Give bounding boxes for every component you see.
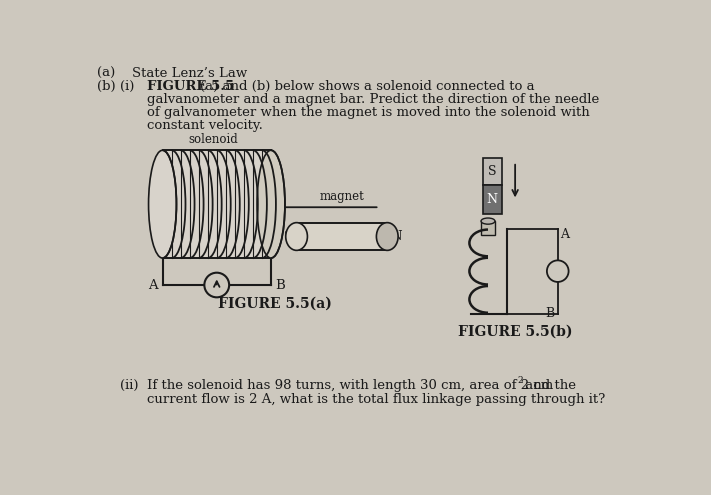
Bar [481, 221, 495, 235]
Bar [483, 158, 502, 185]
Text: (b): (b) [97, 80, 115, 93]
Text: FIGURE 5.5: FIGURE 5.5 [147, 80, 234, 93]
Text: current flow is 2 A, what is the total flux linkage passing through it?: current flow is 2 A, what is the total f… [147, 393, 605, 406]
Circle shape [547, 260, 569, 282]
Ellipse shape [481, 218, 495, 224]
Text: State Lenz’s Law: State Lenz’s Law [132, 67, 247, 80]
Text: of galvanometer when the magnet is moved into the solenoid with: of galvanometer when the magnet is moved… [147, 106, 589, 119]
Ellipse shape [149, 150, 176, 258]
Text: B: B [545, 307, 555, 320]
Text: (i): (i) [120, 80, 134, 93]
Bar [483, 185, 502, 214]
Ellipse shape [257, 150, 285, 258]
Text: 2: 2 [518, 376, 523, 385]
Text: FIGURE 5.5(b): FIGURE 5.5(b) [458, 325, 572, 339]
Text: (a): (a) [97, 67, 115, 80]
Ellipse shape [286, 223, 307, 250]
Ellipse shape [376, 223, 398, 250]
Text: constant velocity.: constant velocity. [147, 119, 263, 133]
Text: magnet: magnet [319, 191, 364, 203]
Bar [296, 223, 387, 250]
Text: (ii): (ii) [120, 379, 139, 392]
Text: B: B [275, 279, 284, 292]
Text: A: A [560, 229, 569, 242]
Text: A: A [554, 266, 562, 276]
Text: galvanometer and a magnet bar. Predict the direction of the needle: galvanometer and a magnet bar. Predict t… [147, 93, 599, 106]
Bar [163, 150, 271, 258]
Circle shape [204, 273, 229, 297]
Text: solenoid: solenoid [188, 134, 237, 147]
Text: N: N [390, 230, 402, 243]
Text: and the: and the [521, 379, 577, 392]
Text: FIGURE 5.5(a): FIGURE 5.5(a) [218, 297, 332, 310]
Text: If the solenoid has 98 turns, with length 30 cm, area of 2 cm: If the solenoid has 98 turns, with lengt… [147, 379, 553, 392]
Text: (a) and (b) below shows a solenoid connected to a: (a) and (b) below shows a solenoid conne… [200, 80, 535, 93]
Text: N: N [486, 193, 498, 206]
Text: A: A [148, 279, 158, 292]
Text: S: S [284, 230, 294, 243]
Text: S: S [488, 165, 496, 178]
